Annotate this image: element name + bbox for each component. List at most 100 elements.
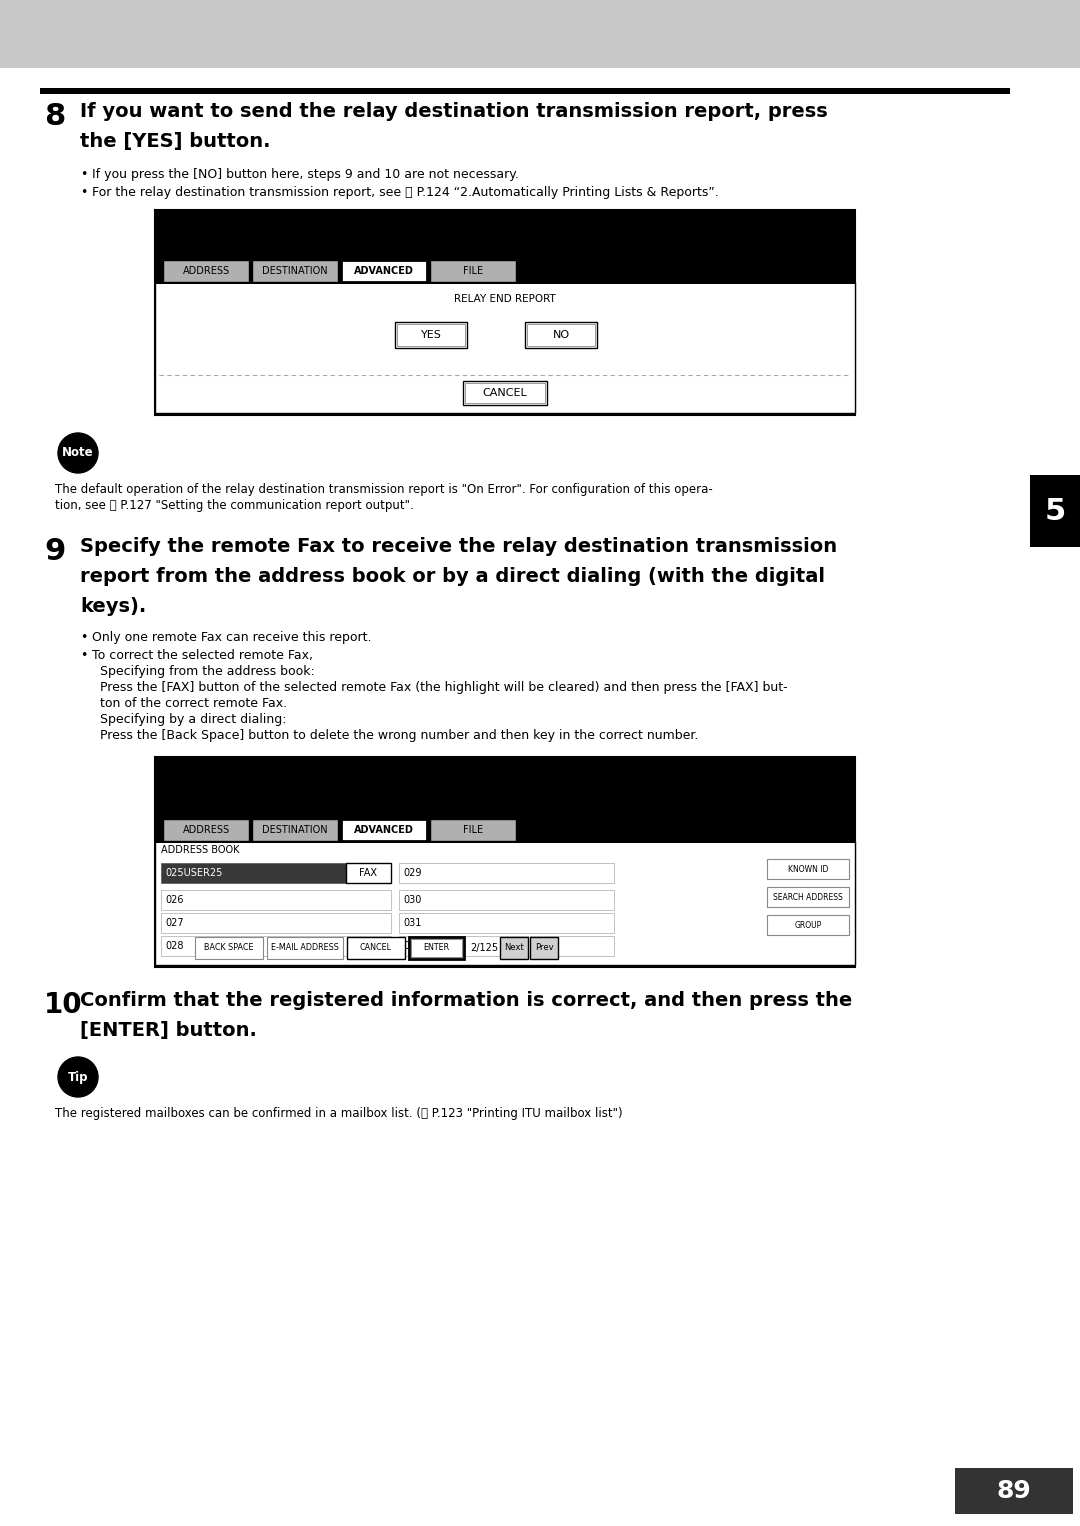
Bar	[156, 841, 855, 964]
Bar	[767, 887, 849, 906]
Text: Note: Note	[63, 447, 94, 459]
Bar	[163, 259, 249, 282]
Text: 028: 028	[165, 942, 184, 951]
Text: 9: 9	[44, 537, 66, 566]
Text: KNOWN ID: KNOWN ID	[787, 865, 828, 873]
Text: 027: 027	[165, 919, 184, 928]
Text: the [YES] button.: the [YES] button.	[80, 133, 270, 151]
Bar	[465, 383, 545, 403]
Text: tion, see ⎙ P.127 "Setting the communication report output".: tion, see ⎙ P.127 "Setting the communica…	[55, 499, 414, 513]
Text: STANDARD: STANDARD	[163, 217, 213, 226]
Text: Next: Next	[504, 943, 524, 952]
Text: DESTINATION: DESTINATION	[262, 266, 328, 276]
Bar	[341, 819, 427, 841]
Bar	[767, 859, 849, 879]
Text: FILE: FILE	[463, 266, 483, 276]
Bar	[156, 816, 855, 842]
Bar	[399, 890, 615, 909]
Bar	[527, 324, 595, 346]
Text: Only one remote Fax can receive this report.: Only one remote Fax can receive this rep…	[92, 630, 372, 644]
Bar	[955, 1468, 1074, 1514]
Bar	[156, 211, 855, 258]
Text: •: •	[80, 168, 87, 182]
Text: Press the [FAX] button of the selected remote Fax (the highlight will be cleared: Press the [FAX] button of the selected r…	[100, 681, 787, 694]
Text: Specifying from the address book:: Specifying from the address book:	[100, 665, 314, 678]
Text: ADVANCED: ADVANCED	[354, 826, 414, 835]
Text: 032: 032	[403, 942, 421, 951]
Circle shape	[58, 1058, 98, 1097]
Text: E-MAIL ADDRESS: E-MAIL ADDRESS	[271, 943, 339, 952]
Bar	[397, 324, 465, 346]
Bar	[163, 819, 249, 841]
Text: 5: 5	[1044, 496, 1066, 525]
Bar	[252, 819, 338, 841]
Text: Specify the remote Fax to receive the relay destination transmission: Specify the remote Fax to receive the re…	[80, 537, 837, 555]
Bar	[252, 259, 338, 282]
Bar	[399, 913, 615, 932]
Text: 031: 031	[403, 919, 421, 928]
Bar	[161, 935, 391, 955]
Text: DESTINATION: 0001: DESTINATION: 0001	[395, 761, 501, 772]
Bar	[395, 322, 467, 348]
Bar	[525, 322, 597, 348]
Text: ENTER: ENTER	[423, 943, 449, 952]
Bar	[346, 864, 391, 884]
Bar	[463, 382, 546, 404]
Text: 89: 89	[997, 1479, 1031, 1503]
Text: SEARCH ADDRESS: SEARCH ADDRESS	[773, 893, 842, 902]
Bar	[156, 258, 855, 284]
Bar	[156, 282, 855, 414]
Text: 25: 25	[163, 794, 175, 804]
Bar	[399, 864, 615, 884]
Bar	[430, 259, 516, 282]
Text: •: •	[80, 630, 87, 644]
Bar	[156, 757, 855, 816]
Text: 2/125: 2/125	[470, 943, 498, 954]
Bar	[267, 937, 343, 958]
Bar	[161, 864, 346, 884]
Bar	[156, 757, 855, 967]
Text: Confirm that the registered information is correct, and then press the: Confirm that the registered information …	[80, 990, 852, 1010]
Text: 10: 10	[44, 990, 83, 1019]
Bar	[40, 89, 1010, 95]
Text: RELAY END TERMINAL REPORT: RELAY END TERMINAL REPORT	[163, 778, 320, 787]
Bar	[0, 0, 1080, 69]
Text: STANDARD: STANDARD	[163, 761, 213, 772]
Bar	[409, 937, 464, 958]
Bar	[399, 935, 615, 955]
Bar	[767, 916, 849, 935]
Text: [ENTER] button.: [ENTER] button.	[80, 1021, 257, 1041]
Text: CANCEL: CANCEL	[360, 943, 392, 952]
Text: ADVANCED: ADVANCED	[354, 266, 414, 276]
Bar	[195, 937, 264, 958]
Bar	[156, 211, 855, 415]
Text: NO: NO	[553, 330, 569, 340]
Text: 025USER25: 025USER25	[165, 868, 222, 877]
Text: 026: 026	[165, 896, 184, 905]
Text: 8: 8	[44, 102, 65, 131]
Text: RELAY END REPORT: RELAY END REPORT	[454, 295, 556, 304]
Bar	[1030, 475, 1080, 546]
Bar	[500, 937, 528, 958]
Text: Specifying by a direct dialing:: Specifying by a direct dialing:	[100, 713, 286, 726]
Text: Prev: Prev	[535, 943, 553, 952]
Text: FAX: FAX	[359, 868, 377, 877]
Text: YES: YES	[420, 330, 442, 340]
Text: ADDRESS: ADDRESS	[183, 266, 230, 276]
Text: keys).: keys).	[80, 597, 146, 617]
Text: ADDRESS BOOK: ADDRESS BOOK	[161, 845, 240, 855]
Text: CANCEL: CANCEL	[483, 388, 527, 398]
Text: 029: 029	[403, 868, 421, 877]
Text: Tip: Tip	[68, 1071, 89, 1083]
Text: DESTINATION: DESTINATION	[262, 826, 328, 835]
Bar	[430, 819, 516, 841]
Circle shape	[58, 433, 98, 473]
Text: FILE: FILE	[463, 826, 483, 835]
Text: If you want to send the relay destination transmission report, press: If you want to send the relay destinatio…	[80, 102, 827, 121]
Text: ton of the correct remote Fax.: ton of the correct remote Fax.	[100, 697, 287, 710]
Text: BACK SPACE: BACK SPACE	[204, 943, 254, 952]
Text: Press the [Back Space] button to delete the wrong number and then key in the cor: Press the [Back Space] button to delete …	[100, 729, 699, 742]
Bar	[341, 259, 427, 282]
Text: To correct the selected remote Fax,: To correct the selected remote Fax,	[92, 649, 313, 662]
Text: ADDRESS: ADDRESS	[183, 826, 230, 835]
